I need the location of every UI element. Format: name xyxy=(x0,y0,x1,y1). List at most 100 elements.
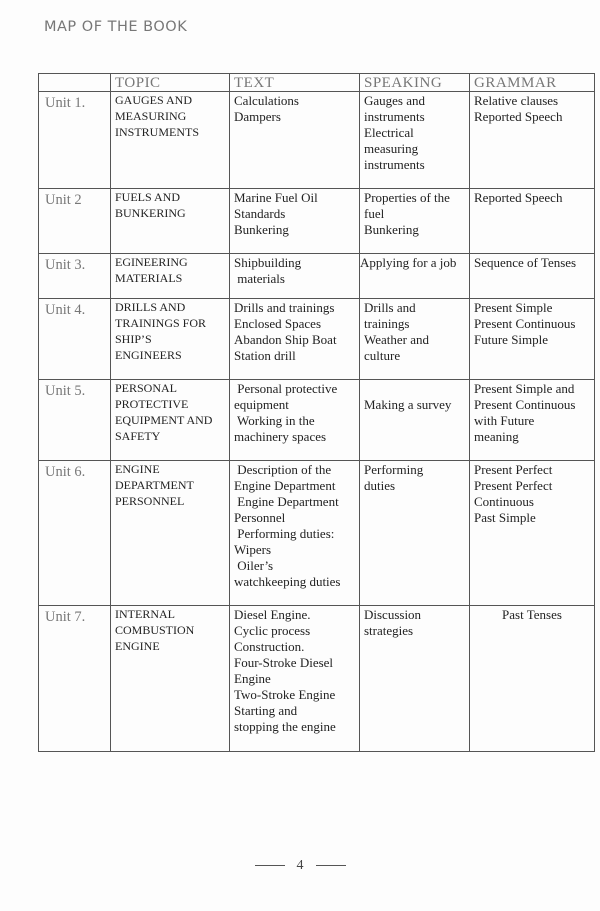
page-number: 4 xyxy=(296,858,304,873)
topic-cell: FUELS AND BUNKERING xyxy=(110,188,230,254)
grammar-line: Present Simple xyxy=(474,300,553,315)
grammar-cell: Present Simple Present Continuous Future S… xyxy=(469,298,595,380)
text-line: Personnel xyxy=(234,510,286,525)
topic-line: PROTECTIVE xyxy=(115,397,189,411)
text-line: equipment xyxy=(234,397,289,412)
topic-line: PERSONAL xyxy=(115,381,178,395)
grammar-line: with Future xyxy=(474,413,535,428)
speaking-cell: Discussion strategies xyxy=(359,605,470,752)
map-of-the-book-table: TOPIC TEXT SPEAKING GRAMMAR Unit 1. GAUGE… xyxy=(38,73,595,752)
grammar-line: Present Perfect xyxy=(474,478,553,493)
table-row: Unit 7. INTERNAL COMBUSTION ENGINE Diesel En… xyxy=(38,605,595,752)
speaking-line: Weather and xyxy=(364,332,429,347)
topic-line: DEPARTMENT xyxy=(115,478,194,492)
topic-line: ENGINE xyxy=(115,639,160,653)
speaking-line: strategies xyxy=(364,623,414,638)
text-line: Oiler’s xyxy=(234,558,274,573)
text-line: Starting and xyxy=(234,703,298,718)
unit-label: Unit 7. xyxy=(38,605,111,752)
column-header-text: TEXT xyxy=(229,73,360,92)
grammar-line: Present Perfect xyxy=(474,462,553,477)
speaking-line: Gauges and xyxy=(364,93,426,108)
topic-line: TRAININGS FOR xyxy=(115,316,207,330)
text-line: Working in the xyxy=(234,413,315,428)
text-line: Enclosed Spaces xyxy=(234,316,322,331)
unit-label: Unit 4. xyxy=(38,298,111,380)
text-line: Station drill xyxy=(234,348,296,363)
unit-label: Unit 6. xyxy=(38,460,111,606)
footer-dash xyxy=(315,865,346,867)
column-header-speaking: SPEAKING xyxy=(359,73,470,92)
text-line: Engine Department xyxy=(234,494,339,509)
table-row: Unit 2 FUELS AND BUNKERING Marine Fuel Oil S… xyxy=(38,188,595,254)
topic-line: MATERIALS xyxy=(115,271,183,285)
speaking-line xyxy=(364,381,465,397)
grammar-line: Past Simple xyxy=(474,510,536,525)
speaking-cell: Performing duties xyxy=(359,460,470,606)
page-title: MAP OF THE BOOK xyxy=(44,19,188,35)
column-header-grammar: GRAMMAR xyxy=(469,73,595,92)
text-cell: Description of the Engine Department Engi… xyxy=(229,460,360,606)
column-header-unit xyxy=(38,73,111,92)
grammar-line: Reported Speech xyxy=(474,109,563,124)
speaking-line: Applying for a job xyxy=(360,255,457,270)
table-row: Unit 6. ENGINE DEPARTMENT PERSONNEL Descrip… xyxy=(38,460,595,606)
topic-cell: ENGINE DEPARTMENT PERSONNEL xyxy=(110,460,230,606)
grammar-line: Present Continuous xyxy=(474,397,576,412)
text-line: stopping the engine xyxy=(234,719,336,734)
topic-line: SHIP’S xyxy=(115,332,152,346)
speaking-line: measuring xyxy=(364,141,419,156)
text-cell: Calculations Dampers xyxy=(229,91,360,189)
grammar-cell: Past Tenses xyxy=(469,605,595,752)
topic-line: EQUIPMENT AND xyxy=(115,413,213,427)
column-header-topic: TOPIC xyxy=(110,73,230,92)
grammar-line: meaning xyxy=(474,429,519,444)
topic-line: ENGINE xyxy=(115,462,160,476)
topic-cell: INTERNAL COMBUSTION ENGINE xyxy=(110,605,230,752)
speaking-line: culture xyxy=(364,348,401,363)
speaking-line: Electrical xyxy=(364,125,414,140)
text-line: Drills and trainings xyxy=(234,300,335,315)
speaking-line: Properties of the xyxy=(364,190,450,205)
text-cell: Personal protective equipment Working in … xyxy=(229,379,360,461)
topic-line: ENGINEERS xyxy=(115,348,182,362)
grammar-cell: Present Perfect Present Perfect Continuous… xyxy=(469,460,595,606)
text-line: Description of the xyxy=(234,462,332,477)
grammar-line: Present Simple and xyxy=(474,381,575,396)
speaking-cell: Applying for a job xyxy=(359,253,470,299)
footer-dash xyxy=(254,865,285,867)
topic-line: BUNKERING xyxy=(115,206,186,220)
text-line: Marine Fuel Oil xyxy=(234,190,318,205)
text-line: Personal protective xyxy=(234,381,338,396)
unit-label: Unit 3. xyxy=(38,253,111,299)
text-line: Construction. xyxy=(234,639,305,654)
speaking-line: instruments xyxy=(364,109,425,124)
topic-line: DRILLS AND xyxy=(115,300,186,314)
speaking-line: trainings xyxy=(364,316,410,331)
text-line: Wipers xyxy=(234,542,272,557)
topic-cell: EGINEERING MATERIALS xyxy=(110,253,230,299)
text-line: Engine xyxy=(234,671,271,686)
text-line: Shipbuilding xyxy=(234,255,302,270)
speaking-line: Drills and xyxy=(364,300,416,315)
topic-line: COMBUSTION xyxy=(115,623,195,637)
grammar-line: Relative clauses xyxy=(474,93,559,108)
text-line: Cyclic process xyxy=(234,623,311,638)
speaking-cell: Gauges and instruments Electrical measuring… xyxy=(359,91,470,189)
text-line: Standards xyxy=(234,206,286,221)
grammar-line: Continuous xyxy=(474,494,534,509)
text-cell: Drills and trainings Enclosed Spaces Aband… xyxy=(229,298,360,380)
text-line: Engine Department xyxy=(234,478,336,493)
text-cell: Shipbuilding materials xyxy=(229,253,360,299)
grammar-cell: Sequence of Tenses xyxy=(469,253,595,299)
text-line: Bunkering xyxy=(234,222,289,237)
topic-line: SAFETY xyxy=(115,429,161,443)
text-line: machinery spaces xyxy=(234,429,327,444)
text-line: watchkeeping duties xyxy=(234,574,341,589)
text-line: Performing duties: xyxy=(234,526,335,541)
speaking-cell: Properties of the fuel Bunkering xyxy=(359,188,470,254)
speaking-line: Performing xyxy=(364,462,424,477)
grammar-cell: Relative clauses Reported Speech xyxy=(469,91,595,189)
grammar-cell: Reported Speech xyxy=(469,188,595,254)
text-line: Dampers xyxy=(234,109,281,124)
